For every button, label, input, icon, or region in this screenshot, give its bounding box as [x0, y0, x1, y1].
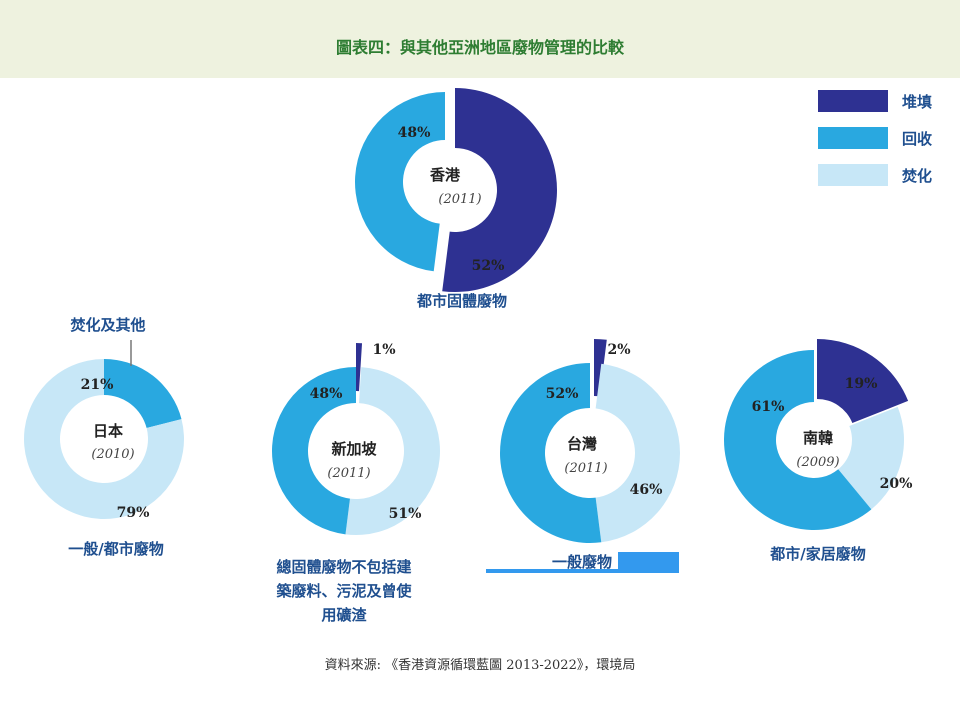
slice-incinerate [23, 359, 184, 519]
slice-recycle [724, 350, 872, 530]
chart-year: (2011) [438, 192, 481, 207]
slice-incinerate [345, 367, 440, 535]
slice-label-landfill: 19% [845, 376, 878, 392]
slice-recycle [104, 359, 182, 429]
chart-year: (2011) [564, 461, 607, 476]
callout-label: 焚化及其他 [69, 316, 145, 334]
chart-title: 圖表四：與其他亞洲地區廢物管理的比較 [335, 38, 624, 57]
slice-landfill [356, 343, 363, 392]
chart-caption: 都市固體廢物 [416, 292, 507, 310]
title-bar [0, 0, 960, 78]
slice-label-recycle: 61% [752, 399, 785, 415]
chart-name: 南韓 [803, 429, 833, 447]
chart-caption: 用礦渣 [321, 606, 367, 624]
chart-name: 日本 [93, 422, 123, 440]
chart-year: (2009) [796, 455, 839, 470]
slice-label-incinerate: 79% [117, 505, 150, 521]
legend-label-recycle: 回收 [902, 130, 933, 148]
slice-incinerate [595, 363, 681, 543]
slice-landfill [817, 339, 909, 424]
slice-label-landfill: 2% [607, 342, 630, 358]
chart-caption: 築廢料、污泥及曾使 [275, 582, 412, 600]
highlight-line [486, 569, 679, 573]
legend-label-incinerate: 焚化 [902, 167, 933, 185]
donut-香港: 52% 48% 香港 (2011) 都市固體廢物 [355, 88, 557, 310]
chart-name: 台灣 [567, 435, 597, 453]
source-note: 資料來源: 《香港資源循環藍圖 2013-2022》，環境局 [324, 658, 636, 673]
slice-label-recycle: 48% [310, 386, 343, 402]
highlight-block [618, 552, 679, 573]
legend-swatch-incinerate [818, 164, 888, 186]
slice-incinerate [838, 406, 904, 510]
slice-label-recycle: 21% [81, 377, 114, 393]
slice-label-landfill: 52% [472, 258, 505, 274]
slice-label-incinerate: 51% [389, 506, 422, 522]
slice-label-recycle: 48% [398, 125, 431, 141]
chart-caption: 都市/家居廢物 [769, 545, 865, 563]
chart-caption: 總固體廢物不包括建 [276, 558, 412, 576]
donut-南韓: 19% 20% 61% 南韓 (2009) 都市/家居廢物 [724, 339, 912, 563]
slice-recycle [271, 367, 356, 535]
slice-label-landfill: 1% [372, 342, 395, 358]
donut-台灣: 2% 46% 52% 台灣 (2011) 一般廢物 [500, 339, 681, 571]
slice-recycle [355, 92, 445, 272]
chart-name: 香港 [430, 166, 461, 184]
legend-label-landfill: 堆填 [902, 93, 933, 111]
chart-year: (2010) [91, 447, 134, 462]
slice-label-incinerate: 20% [880, 476, 913, 492]
caption-highlight-bar [486, 552, 679, 574]
legend-swatch-recycle [818, 127, 888, 149]
chart-caption: 一般/都市廢物 [68, 540, 163, 558]
chart-caption: 一般廢物 [552, 553, 612, 571]
slice-landfill [442, 88, 557, 292]
chart-name: 新加坡 [331, 440, 376, 458]
slice-label-incinerate: 46% [630, 482, 663, 498]
slice-label-recycle: 52% [546, 386, 579, 402]
legend-swatch-landfill [818, 90, 888, 112]
chart-year: (2011) [327, 466, 370, 481]
slice-recycle [500, 363, 602, 543]
slice-landfill [594, 339, 607, 397]
